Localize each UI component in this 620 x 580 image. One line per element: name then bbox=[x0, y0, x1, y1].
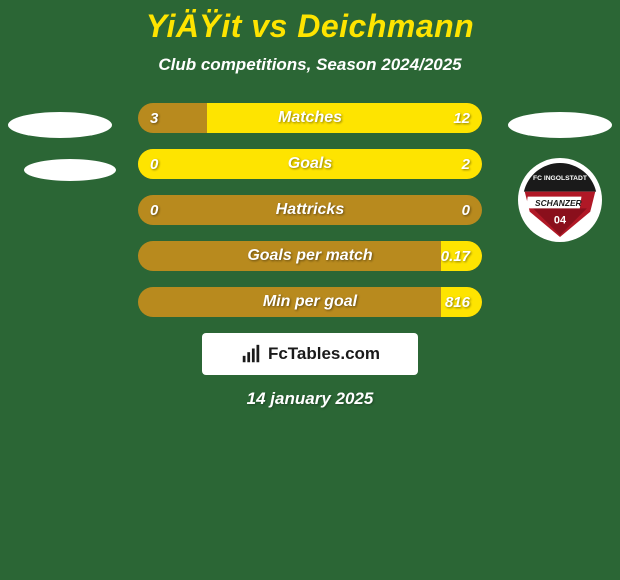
stats-area: FC INGOLSTADT SCHANZER 04 3Matches120Goa… bbox=[0, 103, 620, 317]
club-badge-right: FC INGOLSTADT SCHANZER 04 bbox=[518, 158, 602, 242]
stat-row: Goals per match0.17 bbox=[138, 241, 482, 271]
stat-row: 3Matches12 bbox=[138, 103, 482, 133]
stat-row: Min per goal816 bbox=[138, 287, 482, 317]
logo-text: FcTables.com bbox=[268, 344, 380, 364]
chart-icon bbox=[240, 343, 262, 365]
stat-label: Hattricks bbox=[138, 195, 482, 225]
stat-label: Matches bbox=[138, 103, 482, 133]
stat-label: Goals bbox=[138, 149, 482, 179]
stat-value-right: 0 bbox=[462, 195, 470, 225]
svg-text:FC INGOLSTADT: FC INGOLSTADT bbox=[533, 175, 588, 182]
stat-label: Min per goal bbox=[138, 287, 482, 317]
svg-text:SCHANZER: SCHANZER bbox=[535, 198, 582, 208]
page-title: YiÄŸit vs Deichmann bbox=[0, 8, 620, 45]
player-left-placeholder-1 bbox=[8, 112, 112, 138]
date-line: 14 january 2025 bbox=[0, 389, 620, 409]
stat-value-right: 2 bbox=[462, 149, 470, 179]
ingolstadt-badge-icon: FC INGOLSTADT SCHANZER 04 bbox=[518, 158, 602, 242]
stat-row: 0Goals2 bbox=[138, 149, 482, 179]
stat-value-right: 0.17 bbox=[441, 241, 470, 271]
comparison-card: YiÄŸit vs Deichmann Club competitions, S… bbox=[0, 0, 620, 409]
fctables-logo[interactable]: FcTables.com bbox=[202, 333, 418, 375]
stat-row: 0Hattricks0 bbox=[138, 195, 482, 225]
stat-value-right: 816 bbox=[445, 287, 470, 317]
player-right-placeholder bbox=[508, 112, 612, 138]
player-left-placeholder-2 bbox=[24, 159, 116, 181]
svg-text:04: 04 bbox=[554, 215, 566, 227]
subtitle: Club competitions, Season 2024/2025 bbox=[0, 55, 620, 75]
stat-value-right: 12 bbox=[453, 103, 470, 133]
stat-label: Goals per match bbox=[138, 241, 482, 271]
